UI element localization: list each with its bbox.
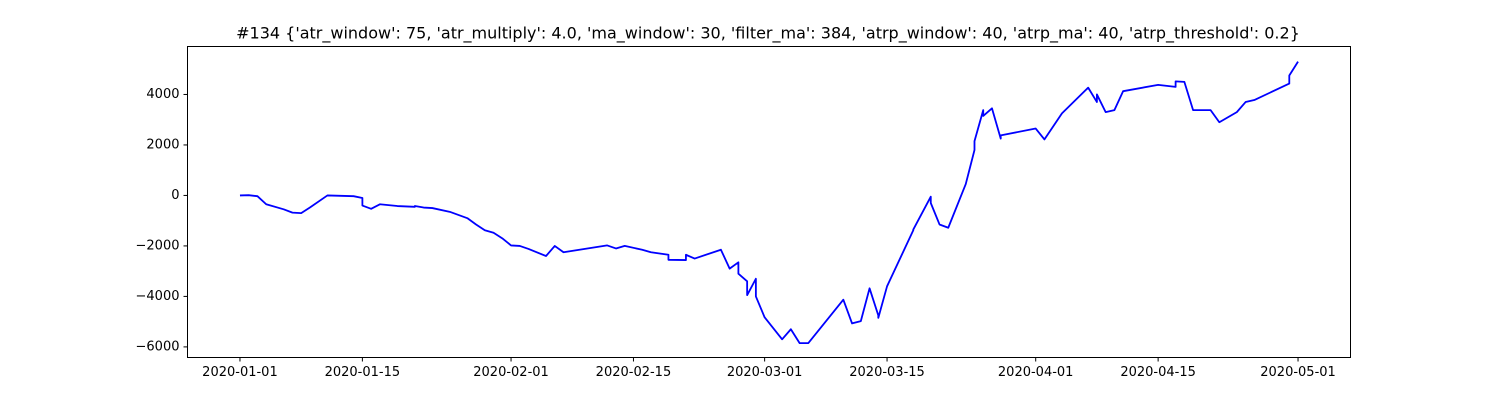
x-tick-label: 2020-02-15: [596, 365, 672, 380]
y-tick-label: 4000: [146, 87, 179, 102]
x-tick-label: 2020-03-15: [849, 365, 925, 380]
x-tick-label: 2020-05-01: [1260, 365, 1336, 380]
plot-frame: [187, 46, 1351, 358]
y-tick-label: −6000: [136, 339, 180, 354]
y-tick-label: −2000: [136, 238, 180, 253]
x-tick-label: 2020-04-15: [1120, 365, 1196, 380]
x-tick-label: 2020-03-01: [727, 365, 803, 380]
data-line: [239, 61, 1299, 345]
y-tick-label: −4000: [136, 289, 180, 304]
x-tick-label: 2020-02-01: [473, 365, 549, 380]
x-tick-label: 2020-01-01: [202, 365, 278, 380]
y-tick-label: 0: [171, 188, 179, 203]
x-tick-label: 2020-01-15: [325, 365, 401, 380]
x-tick-label: 2020-04-01: [998, 365, 1074, 380]
chart-title: #134 {'atr_window': 75, 'atr_multiply': …: [236, 24, 1300, 44]
y-tick-label: 2000: [146, 137, 179, 152]
